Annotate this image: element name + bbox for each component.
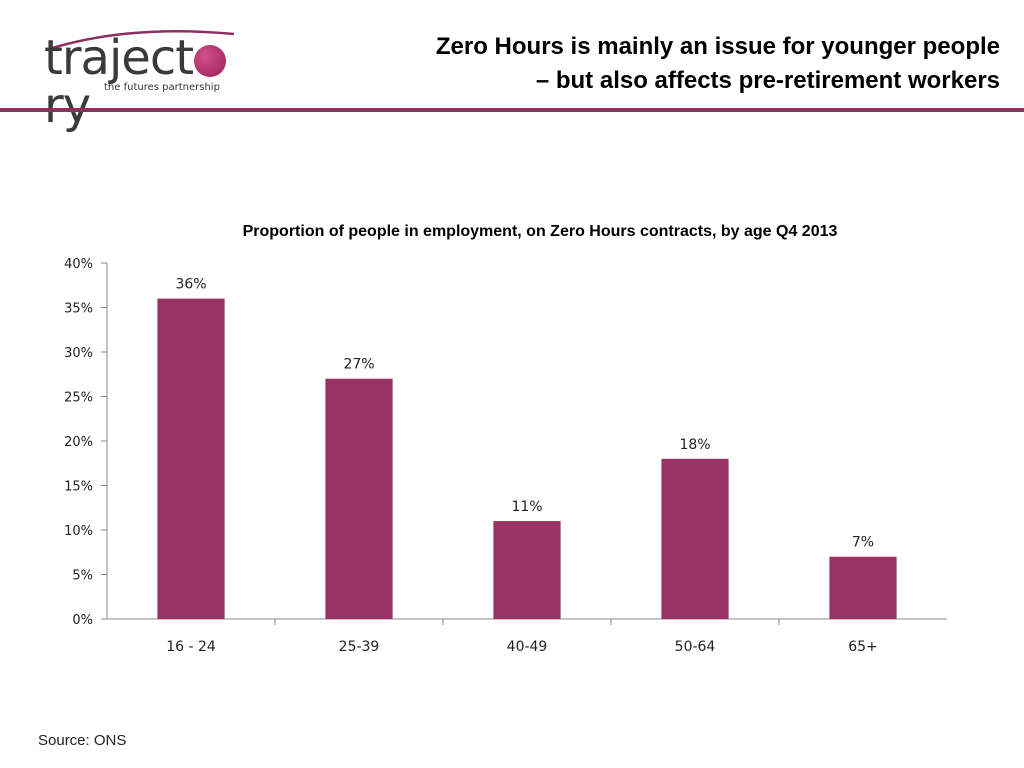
- y-tick-label: 30%: [64, 346, 93, 361]
- bar-chart: Proportion of people in employment, on Z…: [64, 223, 947, 655]
- page-title-line1: Zero Hours is mainly an issue for younge…: [435, 33, 1000, 60]
- bar: [493, 521, 561, 619]
- data-label: 11%: [511, 499, 542, 515]
- bar: [661, 458, 729, 619]
- y-tick-label: 0%: [72, 613, 93, 628]
- y-tick-label: 35%: [64, 302, 93, 317]
- y-tick-label: 15%: [64, 480, 93, 495]
- y-tick-label: 20%: [64, 435, 93, 450]
- data-label: 36%: [175, 277, 206, 293]
- y-tick-label: 25%: [64, 391, 93, 406]
- x-tick-label: 16 - 24: [166, 639, 216, 655]
- logo-tagline: the futures partnership: [104, 82, 220, 93]
- x-tick-label: 50-64: [675, 639, 716, 655]
- bar: [157, 298, 225, 619]
- data-label: 18%: [679, 437, 710, 453]
- data-label: 27%: [343, 357, 374, 373]
- bar: [325, 378, 393, 619]
- x-tick-label: 40-49: [507, 639, 548, 655]
- logo-circle-icon: [194, 45, 227, 77]
- y-tick-label: 5%: [72, 569, 93, 584]
- y-tick-label: 40%: [64, 257, 93, 272]
- source-note: Source: ONS: [38, 732, 127, 749]
- page-title-line2: – but also affects pre-retirement worker…: [535, 67, 1000, 94]
- header-divider: [0, 108, 1024, 112]
- logo-wordmark: trajectry: [44, 34, 248, 130]
- x-tick-label: 25-39: [339, 639, 380, 655]
- y-tick-label: 10%: [64, 524, 93, 539]
- logo-arc-icon: [45, 29, 235, 52]
- chart-title: Proportion of people in employment, on Z…: [243, 223, 838, 240]
- data-label: 7%: [852, 535, 874, 551]
- trajectory-logo: trajectry the futures partnership: [38, 28, 248, 130]
- bar: [829, 556, 897, 619]
- x-tick-label: 65+: [848, 639, 878, 655]
- page-title: Zero Hours is mainly an issue for younge…: [300, 30, 1000, 98]
